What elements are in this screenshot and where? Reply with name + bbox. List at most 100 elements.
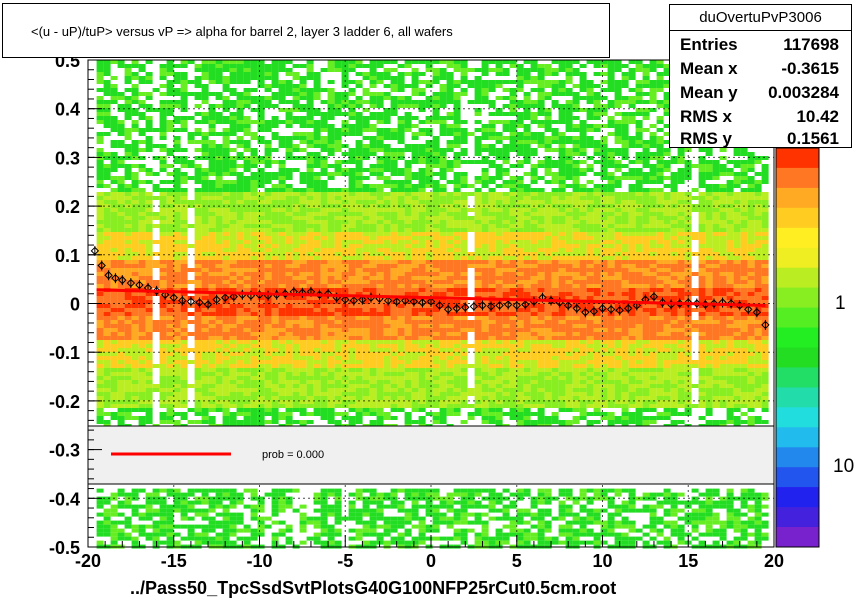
heatmap-cell xyxy=(404,292,412,296)
heatmap-cell xyxy=(488,80,496,84)
heatmap-cell xyxy=(131,300,139,304)
heatmap-cell xyxy=(383,184,391,188)
heatmap-cell xyxy=(313,260,321,264)
heatmap-cell xyxy=(236,184,244,188)
heatmap-cell xyxy=(96,240,104,244)
heatmap-cell xyxy=(425,228,433,232)
heatmap-cell xyxy=(404,388,412,392)
heatmap-cell xyxy=(404,160,412,164)
heatmap-cell xyxy=(306,152,314,156)
heatmap-cell xyxy=(194,224,202,228)
heatmap-cell xyxy=(439,104,447,108)
heatmap-cell xyxy=(131,204,139,208)
heatmap-cell xyxy=(355,96,363,100)
heatmap-cell xyxy=(460,420,468,424)
heatmap-cell xyxy=(334,332,342,336)
heatmap-cell xyxy=(376,408,384,412)
heatmap-cell xyxy=(243,188,251,192)
heatmap-cell xyxy=(271,268,279,272)
heatmap-cell xyxy=(495,72,503,76)
heatmap-cell xyxy=(201,88,209,92)
heatmap-cell xyxy=(222,104,230,108)
heatmap-cell xyxy=(103,304,111,308)
heatmap-cell xyxy=(404,372,412,376)
heatmap-cell xyxy=(215,172,223,176)
heatmap-cell xyxy=(96,200,104,204)
heatmap-cell xyxy=(208,116,216,120)
heatmap-cell xyxy=(96,348,104,352)
heatmap-cell xyxy=(460,128,468,132)
heatmap-cell xyxy=(117,340,125,344)
heatmap-cell xyxy=(362,220,370,224)
heatmap-cell xyxy=(271,256,279,260)
heatmap-cell xyxy=(96,68,104,72)
heatmap-cell xyxy=(425,156,433,160)
heatmap-cell xyxy=(390,304,398,308)
heatmap-cell xyxy=(110,60,118,64)
heatmap-cell xyxy=(194,236,202,240)
heatmap-cell xyxy=(481,348,489,352)
heatmap-cell xyxy=(453,412,461,416)
heatmap-cell xyxy=(383,332,391,336)
heatmap-cell xyxy=(250,100,258,104)
heatmap-cell xyxy=(173,224,181,228)
heatmap-cell xyxy=(299,80,307,84)
heatmap-cell xyxy=(285,316,293,320)
heatmap-cell xyxy=(264,388,272,392)
heatmap-cell xyxy=(320,404,328,408)
heatmap-cell xyxy=(180,216,188,220)
heatmap-cell xyxy=(369,308,377,312)
heatmap-cell xyxy=(159,296,167,300)
heatmap-cell xyxy=(103,172,111,176)
heatmap-cell xyxy=(250,396,258,400)
heatmap-cell xyxy=(376,240,384,244)
heatmap-cell xyxy=(488,196,496,200)
heatmap-cell xyxy=(446,372,454,376)
heatmap-cell xyxy=(502,60,510,64)
heatmap-cell xyxy=(488,328,496,332)
heatmap-cell xyxy=(523,140,531,144)
heatmap-cell xyxy=(320,348,328,352)
heatmap-cell xyxy=(159,224,167,228)
heatmap-cell xyxy=(159,280,167,284)
heatmap-cell xyxy=(397,104,405,108)
heatmap-cell xyxy=(474,216,482,220)
heatmap-cell xyxy=(481,220,489,224)
heatmap-cell xyxy=(369,392,377,396)
heatmap-cell xyxy=(362,176,370,180)
heatmap-cell xyxy=(110,376,118,380)
heatmap-cell xyxy=(362,256,370,260)
heatmap-cell xyxy=(516,224,524,228)
heatmap-cell xyxy=(369,72,377,76)
heatmap-cell xyxy=(397,340,405,344)
heatmap-cell xyxy=(327,248,335,252)
heatmap-cell xyxy=(299,312,307,316)
heatmap-cell xyxy=(152,328,160,332)
heatmap-cell xyxy=(537,252,545,256)
heatmap-cell xyxy=(460,400,468,404)
heatmap-cell xyxy=(355,84,363,88)
heatmap-cell xyxy=(180,284,188,288)
heatmap-cell xyxy=(320,192,328,196)
heatmap-cell xyxy=(411,264,419,268)
heatmap-cell xyxy=(432,348,440,352)
heatmap-cell xyxy=(145,268,153,272)
heatmap-cell xyxy=(362,276,370,280)
heatmap-cell xyxy=(243,96,251,100)
heatmap-cell xyxy=(488,420,496,424)
heatmap-cell xyxy=(502,144,510,148)
heatmap-cell xyxy=(145,80,153,84)
heatmap-cell xyxy=(355,172,363,176)
heatmap-cell xyxy=(460,344,468,348)
heatmap-cell xyxy=(397,136,405,140)
heatmap-cell xyxy=(348,220,356,224)
heatmap-cell xyxy=(369,264,377,268)
heatmap-cell xyxy=(404,284,412,288)
heatmap-cell xyxy=(264,340,272,344)
heatmap-cell xyxy=(453,64,461,68)
heatmap-cell xyxy=(355,332,363,336)
heatmap-cell xyxy=(355,384,363,388)
heatmap-cell xyxy=(334,244,342,248)
heatmap-cell xyxy=(215,228,223,232)
heatmap-cell xyxy=(523,184,531,188)
